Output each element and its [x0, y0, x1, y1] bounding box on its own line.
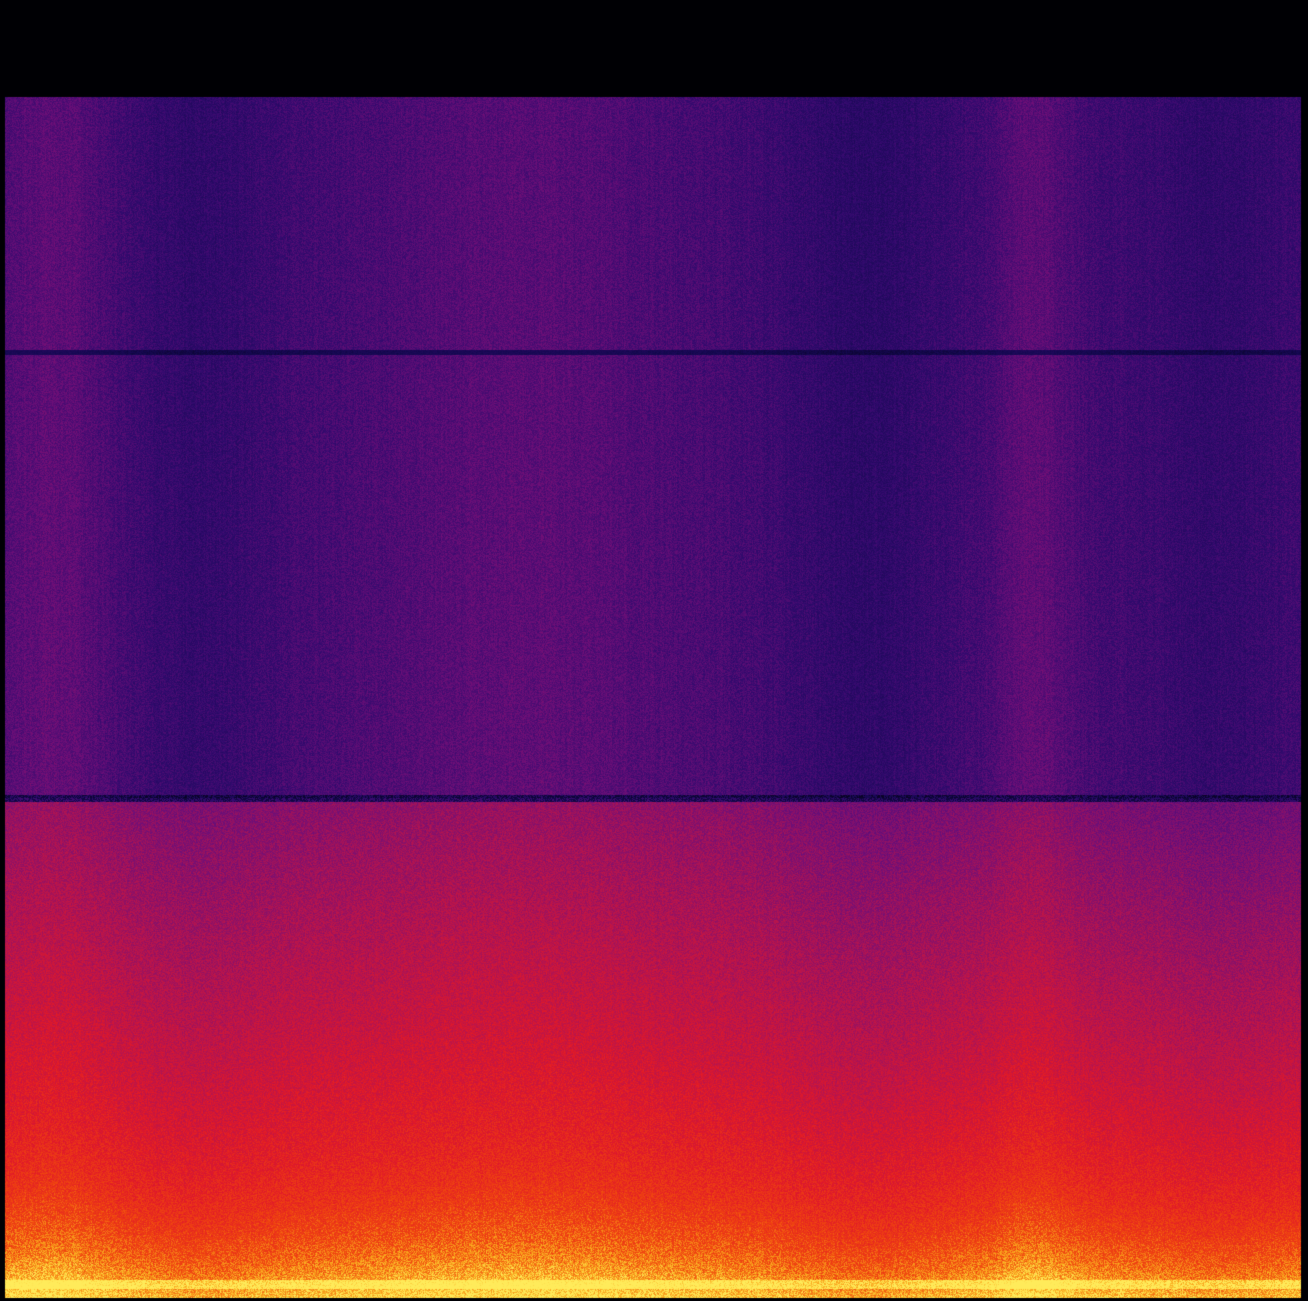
spectrogram: [0, 0, 1308, 1301]
spectrogram-canvas: [0, 0, 1308, 1301]
